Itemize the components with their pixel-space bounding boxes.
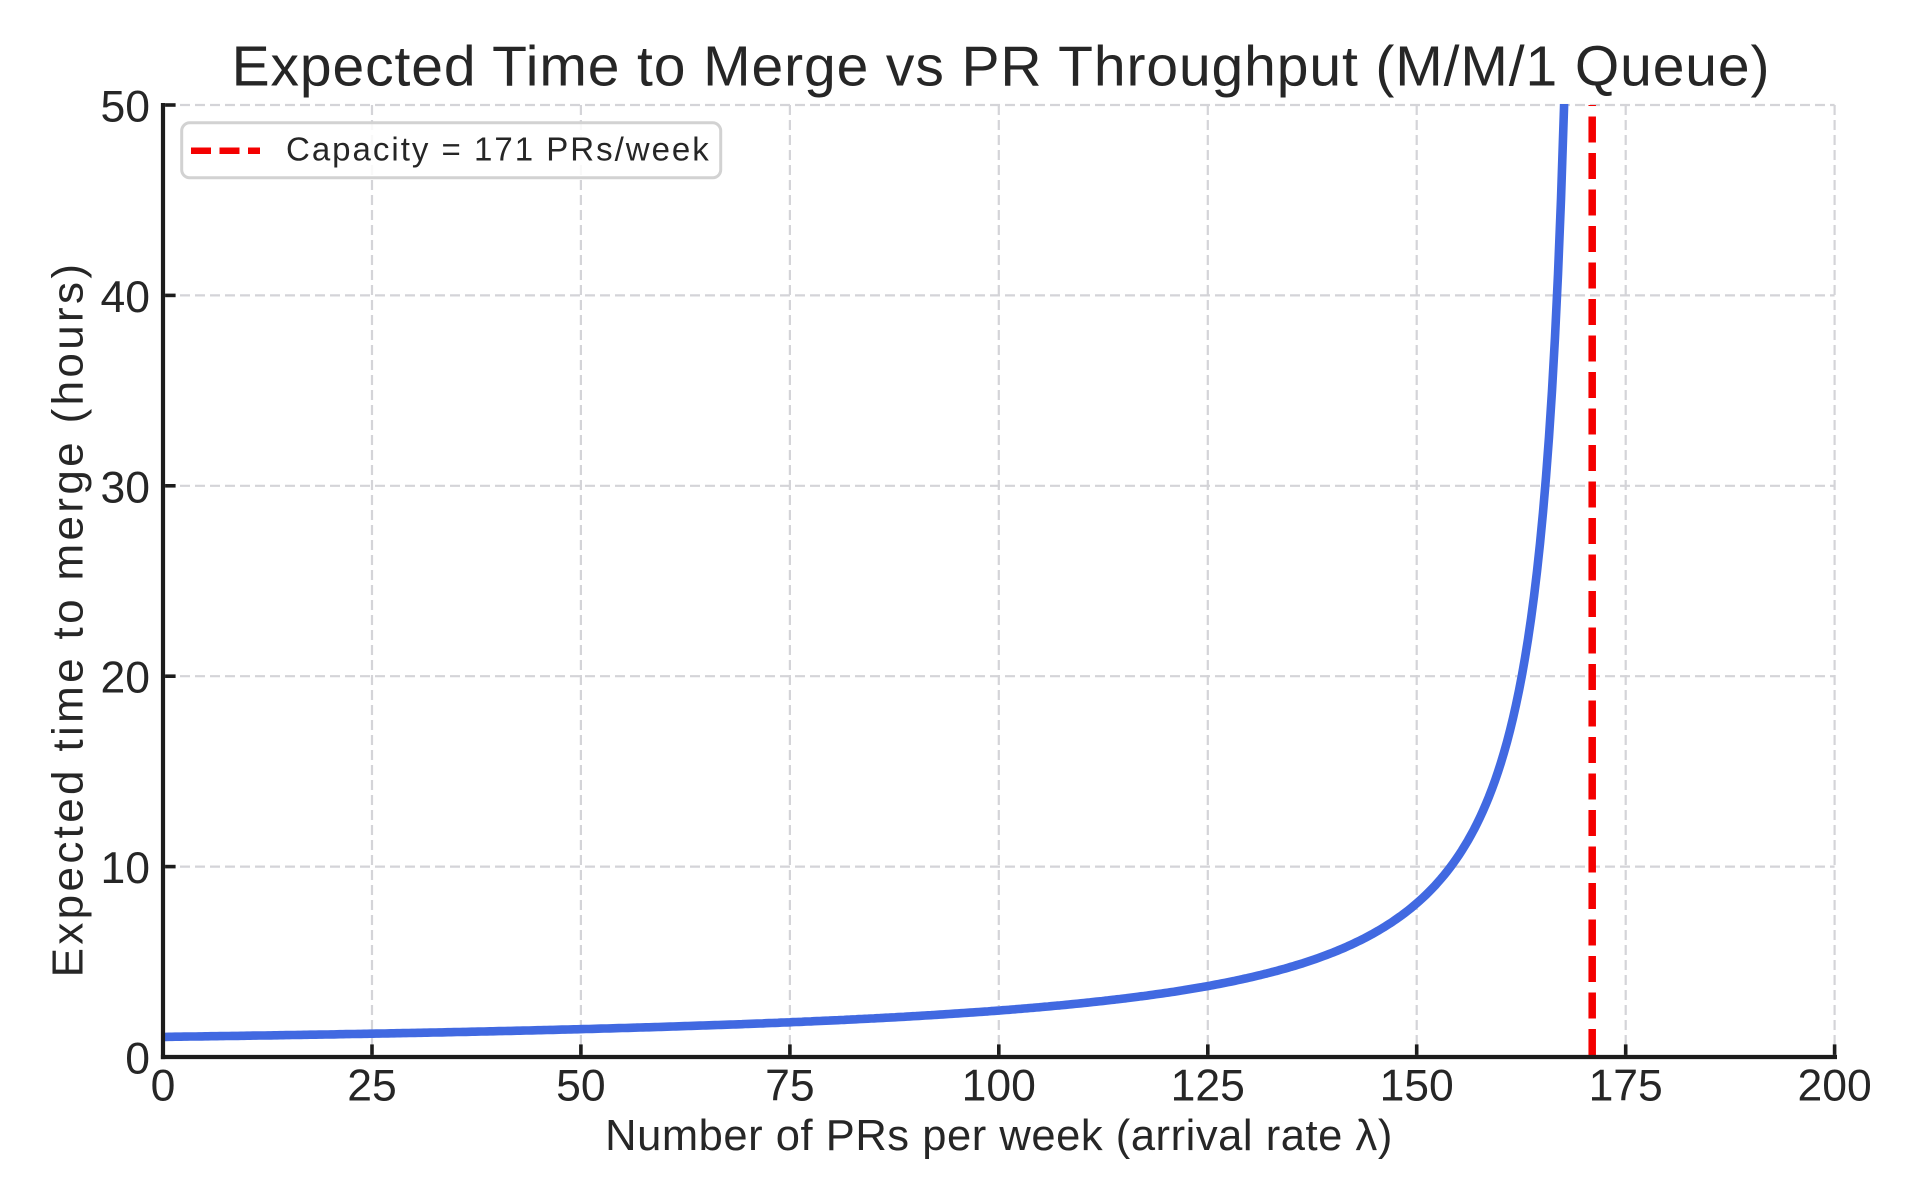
svg-text:100: 100: [962, 1062, 1036, 1111]
svg-text:30: 30: [101, 463, 151, 512]
svg-text:200: 200: [1797, 1062, 1871, 1111]
svg-text:0: 0: [125, 1035, 150, 1084]
svg-text:0: 0: [151, 1062, 176, 1111]
svg-text:Expected time to merge (hours): Expected time to merge (hours): [44, 261, 93, 978]
svg-text:Capacity = 171 PRs/week: Capacity = 171 PRs/week: [286, 131, 711, 168]
svg-text:50: 50: [101, 83, 151, 132]
svg-text:Number of PRs per week (arriva: Number of PRs per week (arrival rate λ): [605, 1112, 1393, 1160]
svg-text:Expected Time to Merge vs PR T: Expected Time to Merge vs PR Throughput …: [232, 35, 1771, 99]
svg-text:40: 40: [101, 273, 151, 322]
svg-text:75: 75: [765, 1062, 815, 1111]
svg-text:150: 150: [1380, 1062, 1454, 1111]
svg-text:10: 10: [101, 844, 151, 893]
svg-text:175: 175: [1589, 1062, 1663, 1111]
svg-text:125: 125: [1171, 1062, 1245, 1111]
svg-text:50: 50: [556, 1062, 606, 1111]
svg-text:20: 20: [101, 654, 151, 703]
svg-text:25: 25: [347, 1062, 397, 1111]
